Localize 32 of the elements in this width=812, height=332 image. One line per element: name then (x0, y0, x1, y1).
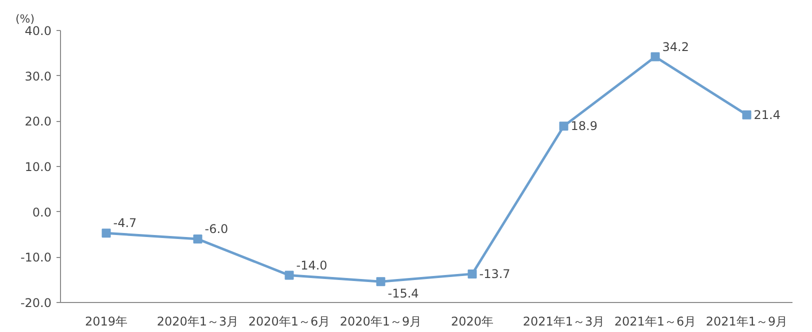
x-tick-label: 2020年1～6月 (248, 314, 330, 328)
x-tick-label: 2020年1～9月 (340, 314, 422, 328)
x-tick-label: 2020年 (450, 314, 494, 328)
point (376, 277, 386, 286)
data-label: 18.9 (570, 119, 598, 134)
x-tick-label: 2021年1～9月 (706, 314, 788, 328)
y-tick-label: 40.0 (24, 24, 52, 38)
data-label: -15.4 (388, 286, 419, 301)
point (193, 234, 202, 244)
y-tick-label: -10.0 (20, 250, 52, 265)
x-tick-label: 2020年1～3月 (156, 314, 239, 328)
data-label: -13.7 (479, 266, 510, 281)
point (284, 270, 294, 280)
data-label: -14.0 (296, 258, 328, 272)
data-label: 34.2 (662, 40, 689, 54)
y-tick-label: 0.0 (32, 205, 52, 220)
data-label: -6.0 (204, 222, 228, 236)
y-tick-label: -20.0 (20, 296, 52, 310)
point (559, 122, 568, 131)
point (468, 269, 477, 278)
point (742, 110, 752, 120)
y-tick-label: 30.0 (24, 69, 52, 84)
y-axis-title: (%) (16, 12, 35, 26)
point (102, 228, 111, 238)
x-tick-label: 2021年1～3月 (522, 314, 605, 328)
y-tick-label: 10.0 (24, 160, 52, 174)
data-label: -4.7 (113, 216, 137, 230)
point (650, 52, 660, 62)
x-tick-label: 2019年 (84, 314, 128, 328)
data-label: 21.4 (754, 108, 780, 122)
y-tick-label: 20.0 (24, 114, 52, 129)
x-tick-label: 2021年1～6月 (614, 314, 696, 328)
